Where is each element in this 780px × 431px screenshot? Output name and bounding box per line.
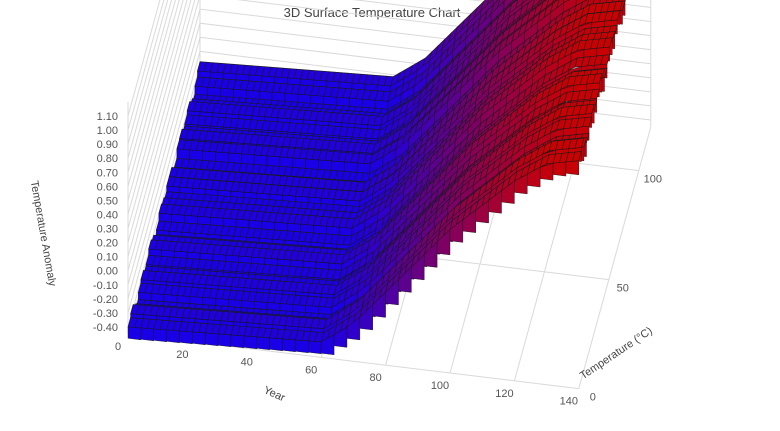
y-tick-label: 0 xyxy=(590,392,596,404)
y-axis-title: Temperature (°C) xyxy=(578,325,655,382)
surface-skirt xyxy=(488,190,502,214)
z-gridline xyxy=(127,0,165,131)
surface-skirt xyxy=(346,316,361,341)
z-gridline xyxy=(127,0,169,145)
surface-skirt xyxy=(282,338,296,353)
z-tick-label: -0.10 xyxy=(93,280,118,292)
chart-title: 3D Surface Temperature Chart xyxy=(284,5,461,20)
z-tick-label: 0.10 xyxy=(97,252,118,264)
z-gridline xyxy=(127,0,176,173)
x-tick-label: 60 xyxy=(305,364,317,376)
z-tick-label: 0.20 xyxy=(97,238,118,250)
z-gridline xyxy=(127,0,161,117)
surface-skirt xyxy=(527,166,541,188)
z-tick-label: 0.30 xyxy=(97,224,118,236)
surface-skirt xyxy=(127,326,142,341)
z-tick-label: 0.60 xyxy=(97,181,118,193)
x-tick-label: 140 xyxy=(560,396,578,408)
z-tick-label: 0.50 xyxy=(97,195,118,207)
x-axis-title: Year xyxy=(262,384,287,404)
surface-skirt xyxy=(385,279,399,306)
surface-skirt xyxy=(140,327,154,342)
z-gridline xyxy=(127,0,651,215)
z-gridline xyxy=(127,0,184,201)
surface-skirt xyxy=(552,161,567,177)
surface-skirt xyxy=(436,229,451,256)
surface-skirt xyxy=(333,326,348,348)
surface-skirt xyxy=(475,200,489,224)
surface-skirt xyxy=(230,334,245,349)
surface-skirt xyxy=(411,254,425,281)
surface-skirt xyxy=(192,331,206,346)
z-tick-label: 1.00 xyxy=(97,125,118,137)
x-tick-label: 80 xyxy=(369,372,381,384)
z-tick-label: 0.80 xyxy=(97,153,118,165)
z-tick-label: 1.10 xyxy=(97,111,118,123)
z-tick-label: 0.90 xyxy=(97,139,118,151)
y-tick-label: 50 xyxy=(617,283,629,295)
chart-ticks: -0.40 -0.30 -0.20 -0.10 0.00 0.10 0.20 0.30 0.40… xyxy=(93,111,662,408)
surface-skirt xyxy=(372,291,386,318)
surface-skirt xyxy=(243,335,257,350)
surface-skirt xyxy=(153,328,167,343)
x-tick-label: 40 xyxy=(241,357,253,369)
z-tick-label: -0.20 xyxy=(93,294,118,306)
z-gridline xyxy=(127,0,180,187)
surface-skirt xyxy=(539,162,554,181)
z-tick-label: 0.40 xyxy=(97,209,118,221)
surface-skirt xyxy=(269,337,283,352)
surface-skirt xyxy=(205,332,219,347)
surface-skirt xyxy=(295,339,309,354)
surface-skirt xyxy=(217,333,232,348)
surface-skirt xyxy=(449,219,464,243)
surface-skirt xyxy=(462,209,476,233)
surface-skirt xyxy=(359,304,373,331)
surface-skirt xyxy=(166,329,180,344)
y-tick-label: 100 xyxy=(644,174,662,186)
z-tick-label: -0.30 xyxy=(93,308,118,320)
chart-surface xyxy=(127,0,626,355)
surface-skirt xyxy=(256,336,270,351)
surface-skirt xyxy=(424,241,438,268)
surface-skirt xyxy=(565,160,579,176)
z-axis-title: Temperature Anomaly xyxy=(28,180,58,288)
surface-skirt xyxy=(501,180,515,204)
surface-skirt xyxy=(321,334,335,355)
surface-skirt xyxy=(308,340,322,355)
surface-skirt xyxy=(179,330,193,345)
x-tick-label: 0 xyxy=(115,341,121,353)
surface-skirt xyxy=(514,173,528,195)
z-gridline xyxy=(127,0,173,159)
surface-skirt xyxy=(398,266,412,293)
z-tick-label: 0.70 xyxy=(97,167,118,179)
z-tick-label: -0.40 xyxy=(93,322,118,334)
z-tick-label: 0.00 xyxy=(97,266,118,278)
x-tick-label: 100 xyxy=(431,380,449,392)
x-tick-label: 120 xyxy=(495,388,513,400)
x-tick-label: 20 xyxy=(176,349,188,361)
